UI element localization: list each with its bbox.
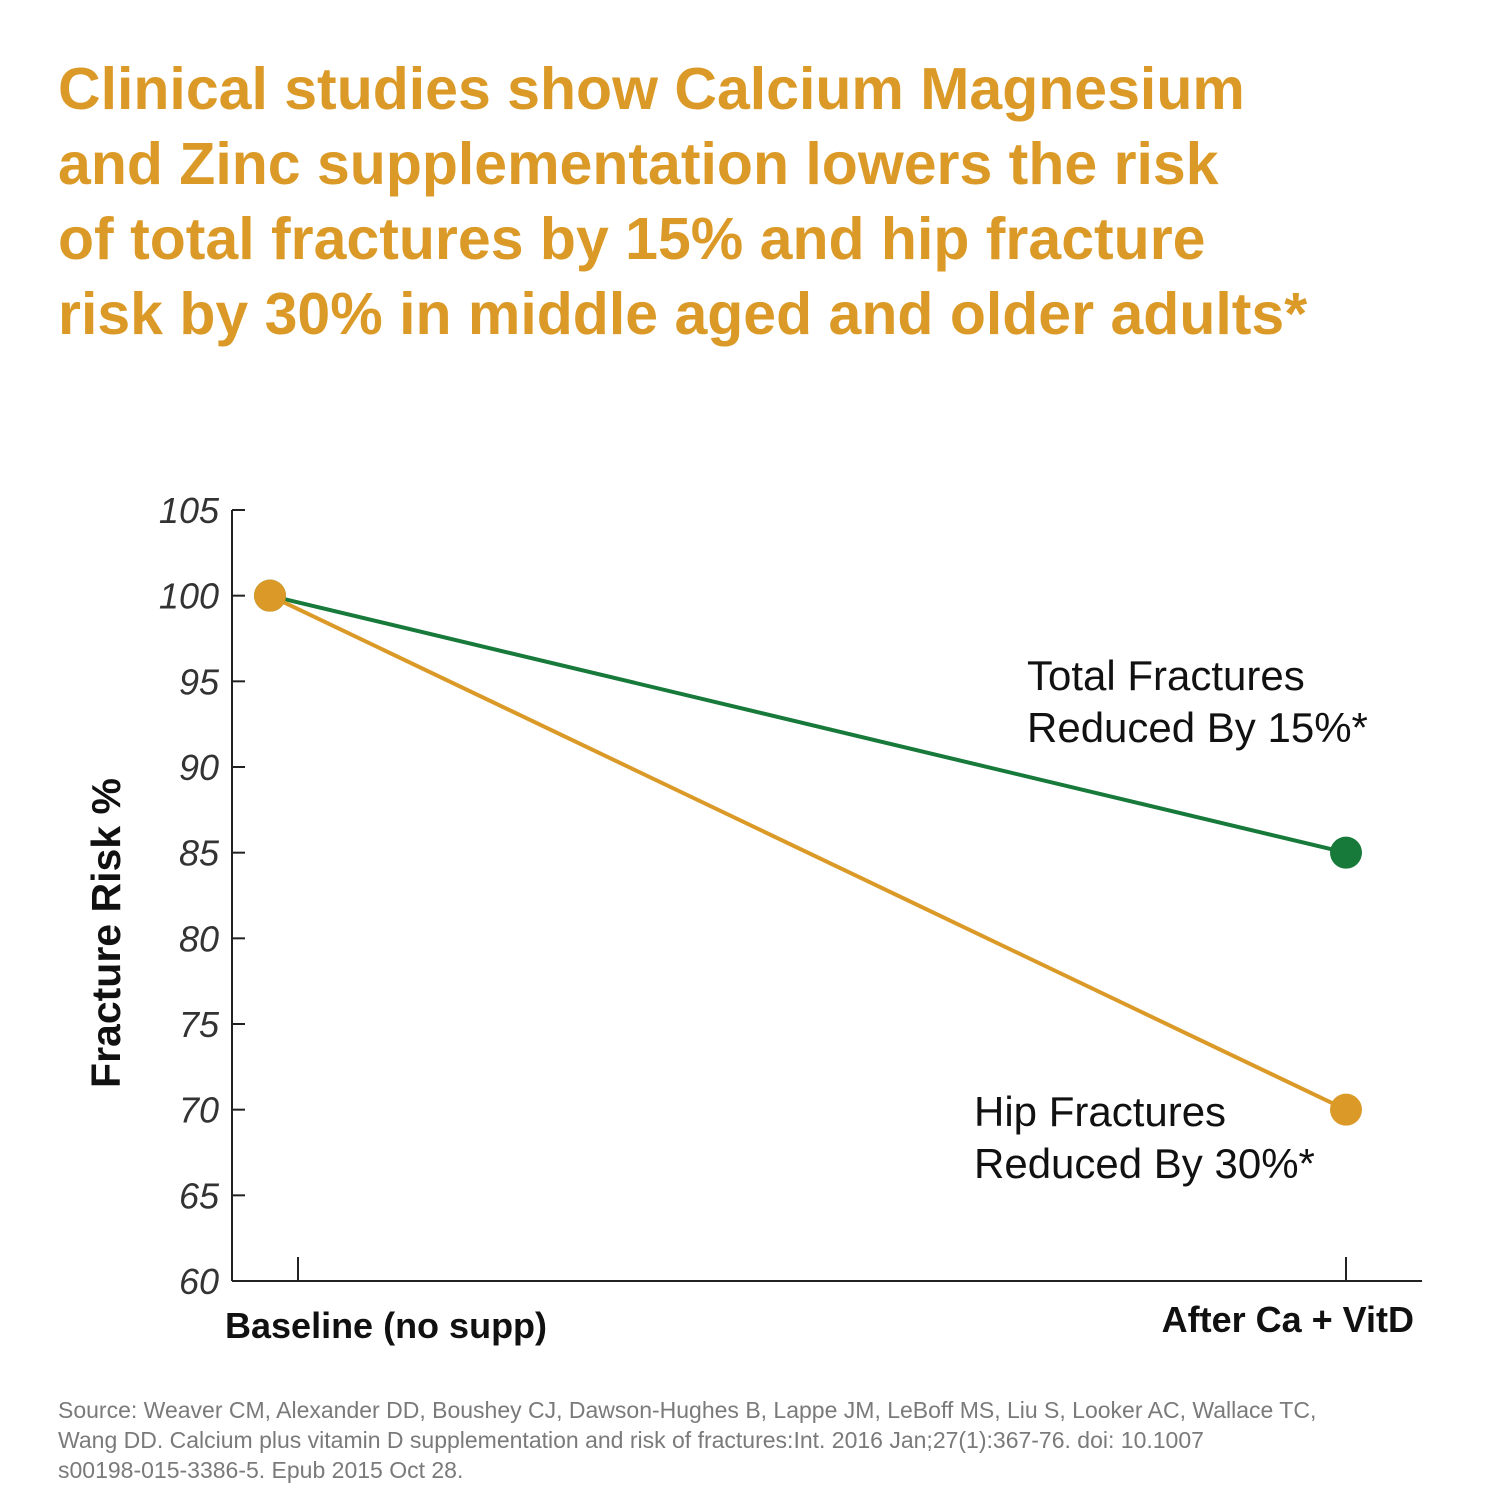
y-tick-label: 90 (179, 747, 219, 788)
source-line-2: Wang DD. Calcium plus vitamin D suppleme… (58, 1427, 1204, 1453)
headline-line-1: Clinical studies show Calcium Magnesium (58, 56, 1245, 122)
source-line-3: s00198-015-3386-5. Epub 2015 Oct 28. (58, 1457, 464, 1483)
y-tick-label: 70 (179, 1090, 219, 1131)
series-annotation: Hip Fractures (974, 1088, 1226, 1135)
y-tick-label: 85 (179, 833, 220, 874)
y-tick-label: 95 (179, 661, 220, 702)
chart-labels: Total Fractures Reduced By 15%* Hip Fractu… (974, 652, 1368, 1187)
source-citation: Source: Weaver CM, Alexander DD, Boushey… (58, 1395, 1458, 1485)
y-tick-label: 65 (179, 1175, 220, 1216)
chart-axes: 60 65 70 75 80 85 90 95 100 105 Fracture Risk % Bas… (83, 490, 1422, 1346)
chart-series (254, 579, 1362, 1126)
data-point-total-fractures (1330, 836, 1362, 869)
x-tick-label: Baseline (no supp) (225, 1305, 547, 1346)
source-line-1: Source: Weaver CM, Alexander DD, Boushey… (58, 1397, 1317, 1423)
y-tick-label: 60 (179, 1261, 219, 1302)
series-line-total-fractures (268, 593, 1348, 855)
headline-line-4: risk by 30% in middle aged and older adu… (58, 281, 1308, 347)
x-tick-label: After Ca + VitD (1162, 1299, 1414, 1340)
y-tick-label: 100 (159, 576, 219, 617)
series-annotation: Total Fractures (1027, 652, 1305, 699)
data-point-hip-fractures (254, 579, 286, 612)
y-tick-label: 80 (179, 918, 219, 959)
y-axis-title: Fracture Risk % (83, 778, 129, 1088)
y-tick-label: 105 (159, 490, 220, 531)
series-line-hip-fractures (268, 593, 1348, 1112)
headline-line-3: of total fractures by 15% and hip fractu… (58, 206, 1206, 272)
headline-line-2: and Zinc supplementation lowers the risk (58, 131, 1219, 197)
series-annotation: Reduced By 30%* (974, 1140, 1315, 1187)
y-tick-label: 75 (179, 1004, 220, 1045)
series-annotation: Reduced By 15%* (1027, 704, 1368, 751)
headline: Clinical studies show Calcium Magnesium … (58, 52, 1478, 352)
data-point-hip-fractures (1330, 1093, 1362, 1126)
